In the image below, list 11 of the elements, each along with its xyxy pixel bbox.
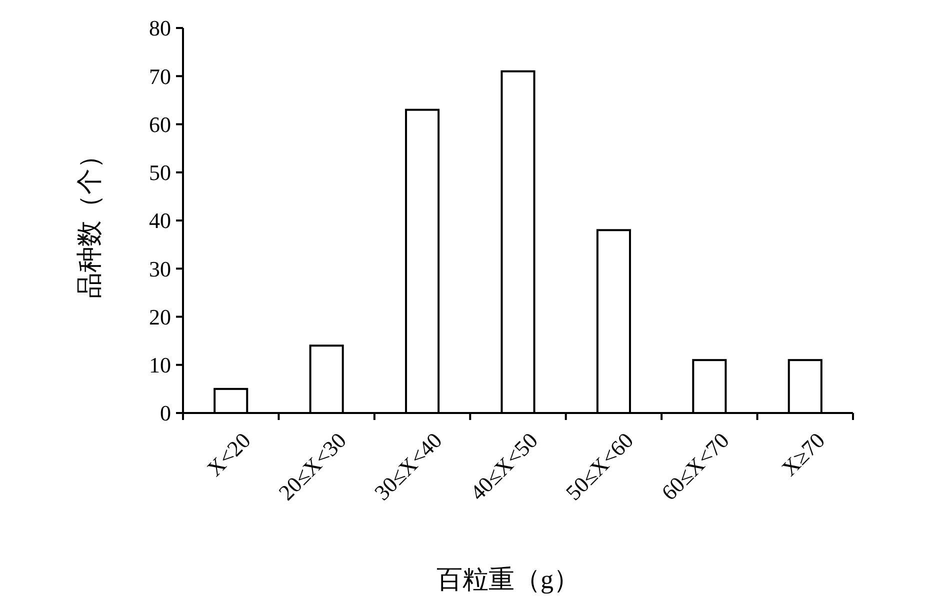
y-tick-label: 60 <box>149 112 171 137</box>
y-tick-label: 70 <box>149 64 171 89</box>
y-axis-title: 品种数（个） <box>75 142 104 298</box>
y-tick-label: 20 <box>149 304 171 330</box>
x-axis-title: 百粒重（g） <box>436 565 580 594</box>
y-tick-label: 30 <box>149 256 171 282</box>
y-tick-label: 50 <box>149 160 171 186</box>
y-tick-label: 10 <box>149 352 171 378</box>
y-tick-label: 0 <box>160 400 171 426</box>
y-tick-label: 40 <box>149 208 171 234</box>
y-tick-label: 80 <box>149 16 171 41</box>
